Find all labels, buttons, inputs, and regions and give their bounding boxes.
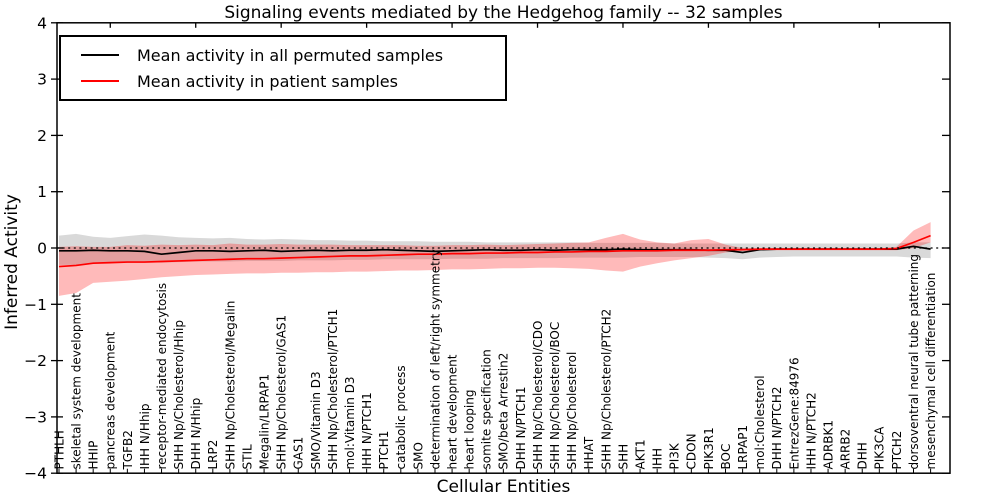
y-tick-label: −2 <box>24 352 47 370</box>
x-tick-label: CDON <box>685 433 699 469</box>
y-tick-label: 4 <box>37 14 47 32</box>
x-tick-label: DHH N/PTCH1 <box>514 386 528 469</box>
y-tick-label: 3 <box>37 71 47 89</box>
y-tick-label: −4 <box>24 465 47 483</box>
x-tick-label: mol:Cholesterol <box>753 375 767 469</box>
x-tick-label: PTCH2 <box>890 431 904 470</box>
x-tick-label: SHH Np/Cholesterol/GAS1 <box>275 315 289 470</box>
x-tick-label: GAS1 <box>292 437 306 470</box>
x-tick-label: SHH Np/Cholesterol/PTCH1 <box>326 309 340 470</box>
x-tick-label: PTHLH <box>52 430 66 469</box>
x-tick-label: IHH N/PTCH1 <box>360 392 374 469</box>
x-tick-label: PI3K <box>668 442 682 469</box>
legend-line-swatch-permuted <box>81 54 119 56</box>
x-tick-label: SHH Np/Cholesterol <box>565 352 579 470</box>
x-tick-label: ARRB2 <box>839 429 853 470</box>
x-tick-label: SHH Np/Cholesterol/BOC <box>548 322 562 470</box>
x-tick-label: STIL <box>240 444 254 469</box>
x-tick-label: heart looping <box>463 390 477 470</box>
chart-title: Signaling events mediated by the Hedgeho… <box>224 3 783 23</box>
x-tick-label: DHH N/PTCH2 <box>770 386 784 469</box>
x-tick-label: pancreas development <box>104 331 118 469</box>
x-tick-label: mesenchymal cell differentiation <box>924 273 938 470</box>
x-tick-label: AKT1 <box>633 439 647 469</box>
x-tick-label: skeletal system development <box>69 293 83 470</box>
x-tick-label: determination of left/right symmetry <box>428 249 442 469</box>
x-tick-label: BOC <box>719 444 733 470</box>
x-tick-label: DHH N/Hhip <box>189 398 203 470</box>
x-tick-label: IHH N/Hhip <box>138 404 152 470</box>
series-line-patient <box>58 234 931 268</box>
x-tick-label: IHH N/PTCH2 <box>804 392 818 469</box>
y-tick-label: 2 <box>37 127 47 145</box>
legend-entry-permuted: Mean activity in all permuted samples <box>75 42 505 68</box>
x-tick-label: SHH Np/Cholesterol/Hhip <box>172 320 186 469</box>
y-tick-label: −3 <box>24 408 47 426</box>
x-tick-label: HHAT <box>582 436 596 469</box>
x-tick-label: heart development <box>445 354 459 469</box>
y-tick-label: 0 <box>37 240 47 258</box>
x-tick-label: SHH Np/Cholesterol/PTCH2 <box>599 309 613 470</box>
band-patient-samples-range <box>59 222 931 296</box>
x-tick-label: somite specification <box>480 349 494 469</box>
x-tick-label: DHH <box>856 442 870 469</box>
x-tick-label: SHH Np/Cholesterol/CDO <box>531 321 545 470</box>
legend-line-swatch-patient <box>81 80 119 82</box>
x-tick-label: SMO/Vitamin D3 <box>309 371 323 469</box>
y-tick-label: 1 <box>37 183 47 201</box>
x-tick-label: SMO/beta Arrestin2 <box>497 353 511 470</box>
x-tick-label: PTCH1 <box>377 431 391 470</box>
x-tick-label: SHH <box>616 444 630 470</box>
x-tick-label: receptor-mediated endocytosis <box>155 283 169 470</box>
x-tick-label: HHIP <box>87 441 101 470</box>
x-axis-label: Cellular Entities <box>436 477 571 497</box>
x-tick-label: ADRBK1 <box>821 420 835 470</box>
x-tick-label: TGFB2 <box>121 430 135 470</box>
x-tick-label: LRPAP1 <box>736 425 750 470</box>
x-tick-label: mol:Vitamin D3 <box>343 376 357 469</box>
x-tick-label: EntrezGene:84976 <box>787 357 801 469</box>
legend: Mean activity in all permuted samples Me… <box>59 35 507 101</box>
legend-label: Mean activity in all permuted samples <box>137 45 444 65</box>
x-tick-label: PIK3R1 <box>702 427 716 469</box>
x-tick-label: Megalin/LRPAP1 <box>257 374 271 470</box>
y-tick-label: −1 <box>24 296 47 314</box>
x-tick-label: PIK3CA <box>873 426 887 470</box>
x-tick-label: SMO <box>411 442 425 469</box>
legend-entry-patient: Mean activity in patient samples <box>75 68 505 94</box>
x-tick-label: LRP2 <box>206 440 220 470</box>
x-tick-label: IHH <box>651 448 665 470</box>
x-tick-label: dorsoventral neural tube patterning <box>907 254 921 470</box>
x-tick-label: catabolic process <box>394 365 408 469</box>
legend-label: Mean activity in patient samples <box>137 71 398 91</box>
x-tick-label: SHH Np/Cholesterol/Megalin <box>223 301 237 470</box>
